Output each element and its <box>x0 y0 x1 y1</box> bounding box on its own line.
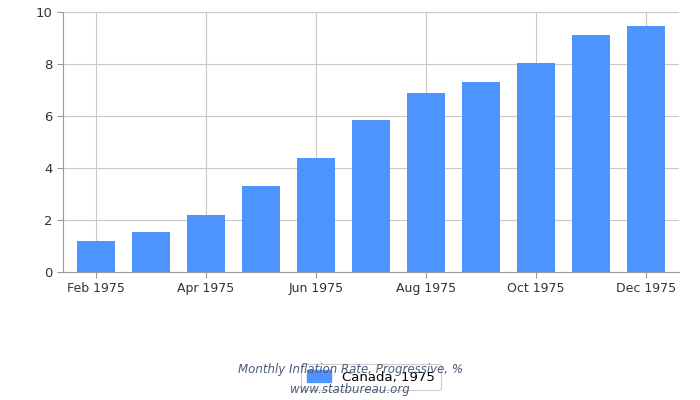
Bar <box>572 35 610 272</box>
Bar <box>351 120 391 272</box>
Bar <box>187 215 225 272</box>
Bar <box>241 186 280 272</box>
Text: Monthly Inflation Rate, Progressive, %: Monthly Inflation Rate, Progressive, % <box>237 364 463 376</box>
Bar <box>297 158 335 272</box>
Legend: Canada, 1975: Canada, 1975 <box>301 364 441 390</box>
Bar <box>517 63 555 272</box>
Bar <box>77 241 116 272</box>
Bar <box>626 26 665 272</box>
Bar <box>407 92 445 272</box>
Bar <box>462 82 500 272</box>
Bar <box>132 232 170 272</box>
Text: www.statbureau.org: www.statbureau.org <box>290 384 410 396</box>
